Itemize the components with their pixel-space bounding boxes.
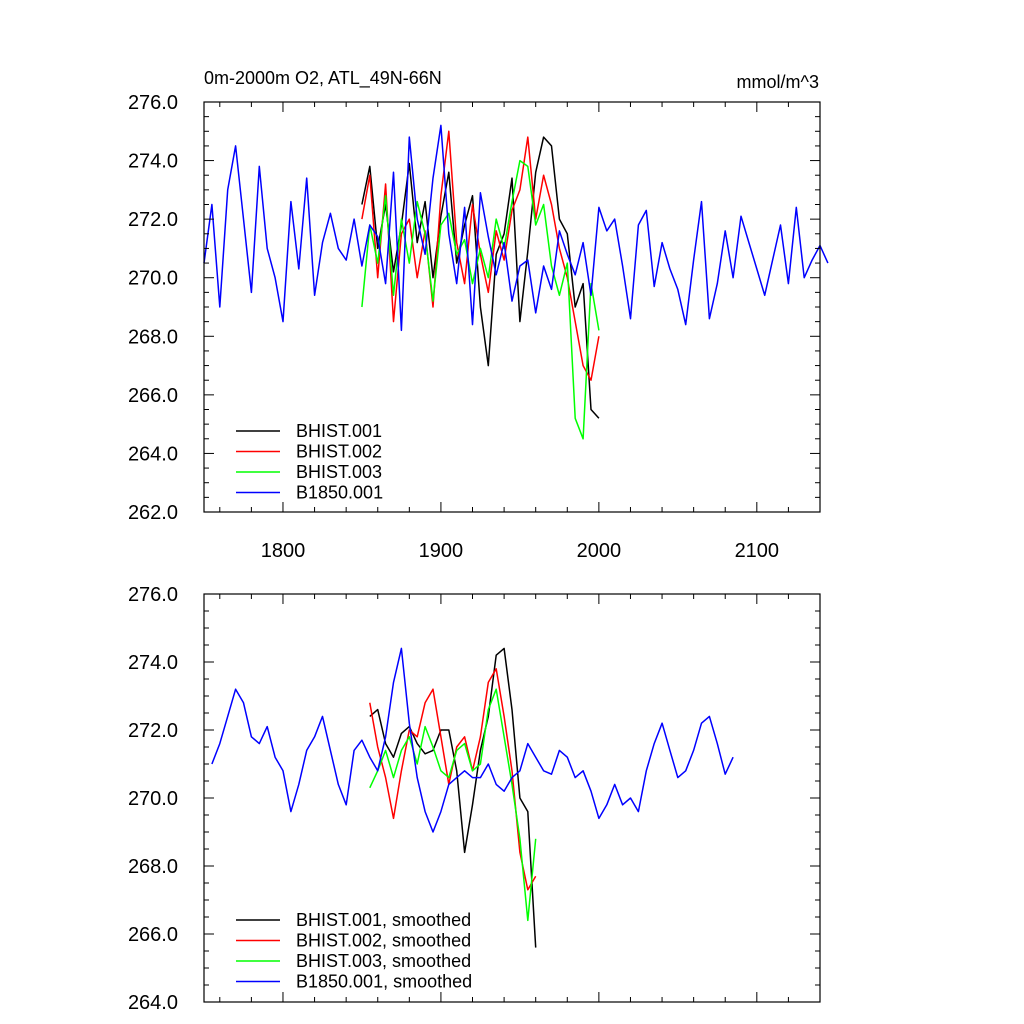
legend-label: BHIST.001, smoothed [296, 910, 471, 930]
y-tick-label: 266.0 [128, 385, 178, 407]
y-tick-label: 276.0 [128, 584, 178, 606]
series-line-1-2 [369, 688, 537, 922]
bottom-panel: 264.0 266.0 268.0 270.0 272.0 274.0 276.0 BHIS… [128, 584, 821, 1014]
series-line-1-3 [211, 647, 734, 833]
legend-label: B1850.001 [296, 483, 383, 503]
y-tick-label: 272.0 [128, 720, 178, 742]
x-tick-label: 1900 [419, 540, 464, 562]
legend-label: B1850.001, smoothed [296, 972, 472, 992]
y-tick-label: 270.0 [128, 788, 178, 810]
y-tick-label: 268.0 [128, 856, 178, 878]
top-panel: 0m-2000m O2, ATL_49N-66N mmol/m^3 262.02… [128, 68, 829, 562]
series-line-0-2 [361, 159, 600, 440]
y-tick-label: 264.0 [128, 443, 178, 465]
y-tick-label: 274.0 [128, 151, 178, 173]
legend-label: BHIST.001 [296, 421, 382, 441]
series-line-0-3 [203, 124, 829, 332]
top-series-layer [203, 124, 829, 440]
y-tick-label: 272.0 [128, 209, 178, 231]
y-tick-label: 270.0 [128, 268, 178, 290]
units-label: mmol/m^3 [737, 72, 819, 92]
legend-label: BHIST.003 [296, 462, 382, 482]
y-tick-label: 264.0 [128, 992, 178, 1014]
y-tick-label: 268.0 [128, 326, 178, 348]
y-tick-label: 262.0 [128, 502, 178, 524]
legend-label: BHIST.003, smoothed [296, 951, 471, 971]
top-tick-layer: 262.0 264.0 266.0 268.0 270.0 272.0 274.0 276.0… [128, 92, 821, 562]
bottom-series-layer [211, 647, 734, 948]
series-line-0-1 [361, 130, 600, 381]
bottom-tick-layer: 264.0 266.0 268.0 270.0 272.0 274.0 276.0 [128, 584, 821, 1014]
series-line-1-0 [369, 647, 537, 948]
chart-title: 0m-2000m O2, ATL_49N-66N [204, 68, 442, 89]
y-tick-label: 276.0 [128, 92, 178, 114]
y-tick-label: 266.0 [128, 924, 178, 946]
legend-label: BHIST.002, smoothed [296, 931, 471, 951]
x-tick-label: 1800 [261, 540, 306, 562]
y-tick-label: 274.0 [128, 652, 178, 674]
legend-label: BHIST.002 [296, 442, 382, 462]
x-tick-label: 2000 [577, 540, 622, 562]
x-tick-label: 2100 [735, 540, 780, 562]
